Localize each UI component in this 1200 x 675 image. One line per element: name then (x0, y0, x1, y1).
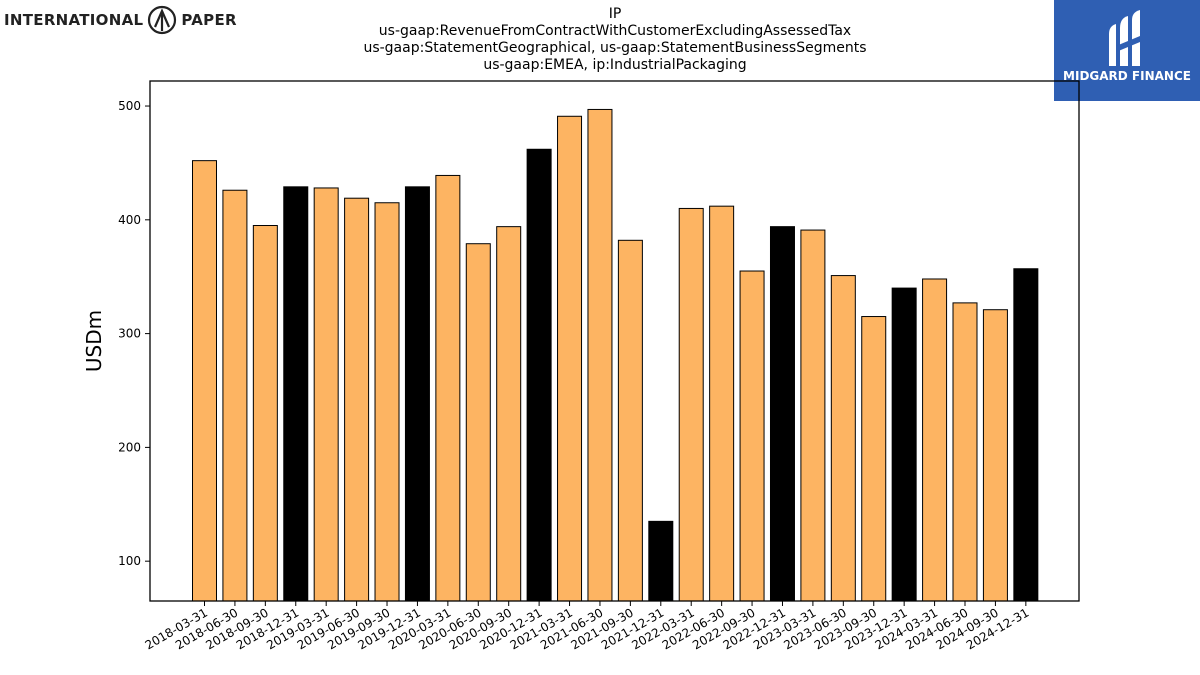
international-paper-logo: INTERNATIONAL PAPER (4, 4, 237, 36)
bar-2022-12-31 (769, 226, 795, 602)
bar-2019-12-31 (404, 186, 430, 602)
bar-2023-03-31 (800, 229, 826, 602)
bar-2022-06-30 (709, 205, 735, 602)
bar-2019-09-30 (374, 202, 400, 602)
bar-2024-03-31 (922, 278, 948, 602)
y-axis-label: USDm (82, 310, 106, 372)
bar-2021-12-31 (648, 520, 674, 602)
y-tick-label: 400 (118, 213, 141, 227)
bar-2022-03-31 (678, 207, 704, 602)
bar-2021-03-31 (557, 115, 583, 602)
bar-2024-12-31 (1013, 268, 1039, 602)
logo-text-paper: PAPER (181, 11, 237, 29)
plot-frame (149, 80, 1080, 602)
bar-2019-06-30 (344, 197, 370, 602)
bar-2019-03-31 (313, 187, 339, 602)
bar-2022-09-30 (739, 270, 765, 602)
paper-logo-icon (148, 5, 177, 35)
chart-title-block: IP us-gaap:RevenueFromContractWithCustom… (265, 6, 965, 74)
bar-2024-09-30 (982, 309, 1008, 602)
bar-2021-09-30 (617, 239, 643, 602)
bar-2023-09-30 (861, 316, 887, 602)
bar-2020-03-31 (435, 174, 461, 602)
bar-2020-12-31 (526, 148, 552, 602)
logo-text-international: INTERNATIONAL (4, 11, 144, 29)
bar-2018-12-31 (283, 186, 309, 602)
chart-subtitle-line: us-gaap:RevenueFromContractWithCustomerE… (378, 23, 852, 39)
y-axis: 100 200 300 400 500 (118, 99, 150, 568)
bar-2024-06-30 (952, 302, 978, 602)
midgard-emblem-icon (1109, 10, 1140, 66)
bar-2018-03-31 (192, 160, 217, 602)
bar-2020-09-30 (496, 226, 522, 602)
x-axis: 2018-03-312018-06-302018-09-302018-12-31… (143, 601, 1031, 652)
y-tick-label: 200 (118, 440, 141, 454)
y-tick-label: 300 (118, 327, 141, 341)
midgard-finance-logo: MIDGARD FINANCE (1054, 0, 1200, 101)
bar-2018-09-30 (252, 225, 278, 602)
bar-2023-06-30 (830, 275, 856, 602)
bars-group (192, 108, 1039, 602)
chart-title: IP (608, 6, 622, 22)
bar-2018-06-30 (222, 189, 248, 602)
midgard-brand-text: MIDGARD FINANCE (1063, 69, 1191, 83)
bar-2020-06-30 (465, 243, 491, 602)
y-tick-label: 500 (118, 99, 141, 113)
bar-2023-12-31 (891, 287, 917, 602)
chart-subtitle-line: us-gaap:StatementGeographical, us-gaap:S… (363, 40, 867, 56)
chart-subtitle-line: us-gaap:EMEA, ip:IndustrialPackaging (483, 57, 747, 73)
y-tick-label: 100 (118, 554, 141, 568)
bar-2021-06-30 (587, 108, 613, 602)
